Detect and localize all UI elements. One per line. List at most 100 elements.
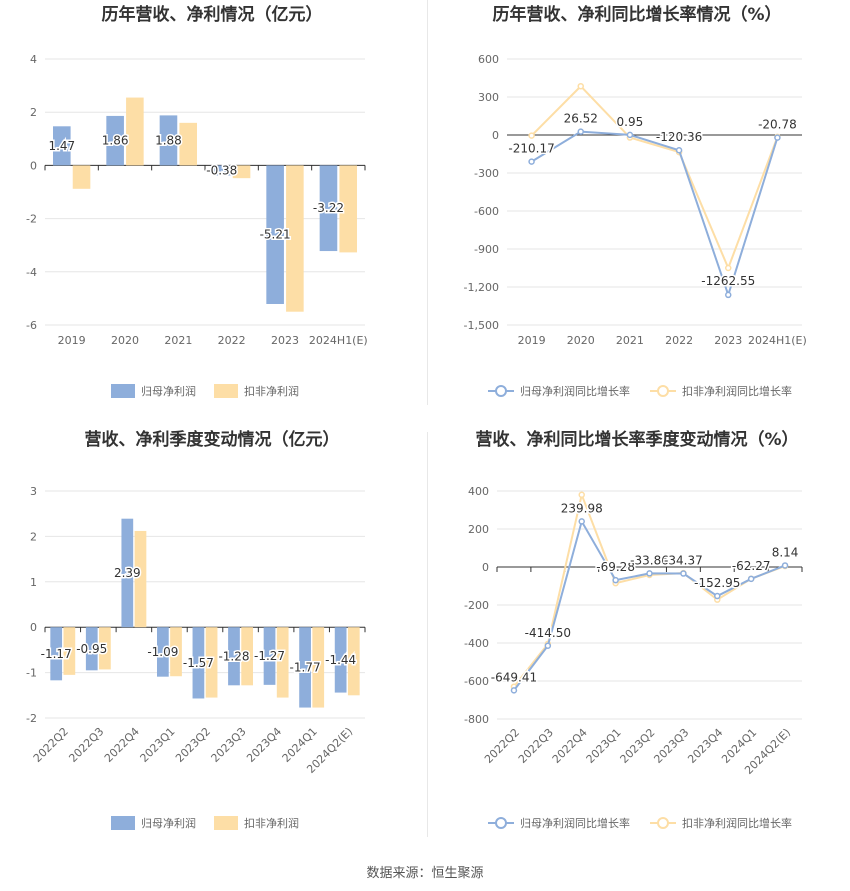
x-tick-label: 2022Q4: [102, 725, 142, 765]
bar-deducted-profit: [134, 530, 147, 628]
x-tick-label: 2019: [518, 334, 546, 347]
bar-deducted-profit: [312, 627, 325, 708]
x-tick-label: 2022Q2: [482, 726, 522, 766]
point-net-profit-growth: [725, 291, 732, 299]
legend-swatch: [111, 816, 135, 830]
data-label: -1.09: [147, 645, 178, 659]
y-tick-label: 300: [478, 91, 499, 104]
data-label: -1.28: [218, 649, 249, 663]
annual-profit-chart: 历年营收、净利情况（亿元） 4 2 0 -2 -4 -6 2019 2020 2021 2022 20…: [26, 4, 368, 398]
bar-deducted-profit: [347, 627, 360, 696]
data-label: 26.52: [564, 112, 598, 126]
bar-net-profit: [213, 165, 231, 176]
data-label: -1.57: [183, 656, 214, 670]
x-tick-label: 2023Q1: [584, 726, 624, 766]
data-label: -1262.55: [701, 274, 755, 288]
bar-deducted-profit: [170, 627, 182, 677]
x-tick-label: 2023Q4: [244, 725, 284, 765]
data-label: -0.95: [76, 642, 107, 656]
legend-label: 归母净利润: [141, 816, 196, 830]
legend-label: 扣非净利润: [244, 816, 299, 830]
point-net-profit-growth: [528, 158, 535, 165]
y-tick-label: 4: [30, 53, 37, 66]
x-tick-label: 2021: [616, 334, 644, 347]
x-tick-label: 2023: [714, 334, 742, 347]
x-tick-label: 2023: [271, 334, 299, 347]
panel-divider-top: [427, 0, 428, 405]
data-label: -120.36: [656, 130, 702, 144]
y-tick-label: -600: [464, 675, 489, 688]
data-label: -649.41: [491, 670, 537, 684]
legend-label: 扣非净利润同比增长率: [682, 816, 792, 830]
bar-net-profit: [266, 165, 284, 304]
legend-swatch: [214, 384, 238, 398]
bar-deducted-profit: [72, 165, 91, 189]
legend-label: 归母净利润同比增长率: [520, 384, 630, 398]
y-tick-label: 0: [30, 621, 37, 634]
x-tick-label: 2023Q1: [138, 725, 178, 765]
y-tick-label: 0: [492, 129, 499, 142]
point-net-profit-growth: [714, 592, 721, 600]
x-tick-label: 2024H1(E): [748, 334, 807, 347]
y-tick-label: 1: [30, 576, 37, 589]
data-label: -5.21: [260, 228, 291, 242]
point-net-profit-growth: [578, 518, 585, 525]
y-tick-label: -2: [26, 712, 37, 725]
point-net-profit-growth: [675, 146, 683, 154]
data-source: 数据来源：恒生聚源: [366, 866, 484, 881]
x-tick-label: 2022Q4: [550, 726, 590, 766]
legend-swatch: [214, 816, 238, 830]
y-tick-label: 400: [468, 485, 489, 498]
y-tick-label: -1,200: [464, 281, 499, 294]
y-tick-label: -6: [26, 319, 37, 332]
bar-net-profit: [85, 627, 98, 671]
x-tick-label: 2024H1(E): [309, 334, 368, 347]
point-net-profit-growth: [612, 576, 619, 584]
line-net-profit-growth: [513, 518, 786, 691]
x-tick-label: 2023Q2: [618, 726, 658, 766]
x-tick-label: 2022: [665, 334, 693, 347]
x-tick-label: 2023Q3: [651, 726, 691, 766]
data-label: 1.86: [102, 134, 129, 148]
y-tick-label: 0: [482, 561, 489, 574]
bar-net-profit: [106, 115, 124, 166]
quarterly-profit-chart: 营收、净利季度变动情况（亿元） 3 2 1 0 -1 -22022Q22022Q32022Q…: [26, 429, 366, 830]
y-tick-label: 2: [30, 106, 37, 119]
x-tick-label: 2020: [567, 334, 595, 347]
data-label: -414.50: [525, 626, 571, 640]
line-deducted-profit-growth: [530, 84, 779, 271]
line-net-profit-growth: [531, 130, 779, 299]
point-net-profit-growth: [680, 570, 687, 577]
x-tick-label: 2023Q2: [173, 725, 213, 765]
point-net-profit-growth: [577, 128, 584, 135]
bar-deducted-profit: [276, 627, 289, 698]
bar-net-profit: [228, 627, 240, 686]
y-tick-label: -1: [26, 667, 37, 680]
y-tick-label: -400: [464, 637, 489, 650]
chart-title: 历年营收、净利情况（亿元）: [102, 4, 323, 25]
data-label: -1.77: [290, 660, 321, 674]
y-tick-label: -900: [474, 243, 499, 256]
point-net-profit-growth: [774, 134, 781, 141]
line-deducted-profit-growth: [513, 491, 786, 688]
data-label: 0.95: [617, 115, 644, 129]
y-tick-label: -4: [26, 266, 37, 279]
data-label: -1.44: [325, 653, 356, 667]
y-tick-label: -2: [26, 213, 37, 226]
chart-title: 营收、净利同比增长率季度变动情况（%）: [475, 429, 798, 450]
bar-deducted-profit: [241, 627, 253, 686]
data-label: 1.47: [48, 139, 75, 153]
data-label: 1.88: [155, 133, 182, 147]
bar-net-profit: [159, 115, 178, 166]
bar-deducted-profit: [99, 627, 111, 670]
data-label: -62.27: [732, 559, 771, 573]
data-label: -3.22: [313, 201, 344, 215]
data-label: -0.38: [206, 163, 237, 177]
bar-net-profit: [334, 627, 347, 693]
data-label: 8.14: [772, 545, 799, 559]
bar-net-profit: [121, 518, 134, 628]
chart-title: 营收、净利季度变动情况（亿元）: [85, 429, 340, 450]
point-deducted-profit-growth: [578, 491, 585, 499]
data-label: -20.78: [758, 118, 797, 132]
data-label: -210.17: [508, 142, 554, 156]
